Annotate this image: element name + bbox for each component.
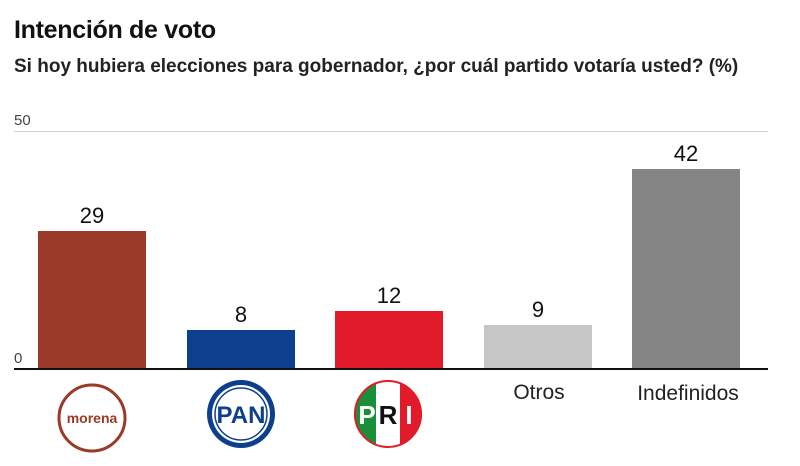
y-tick-max: 50 (14, 112, 31, 129)
morena-logo-text: morena (67, 410, 118, 426)
value-label-indefinidos: 42 (673, 141, 699, 166)
pri-logo-letter-i: I (405, 400, 412, 430)
chart-subtitle: Si hoy hubiera elecciones para gobernado… (14, 56, 739, 77)
morena-logo-ring (57, 383, 127, 453)
category-label-otros: Otros (513, 381, 565, 404)
bar-otros (484, 325, 592, 368)
pri-logo-letter-r: R (379, 400, 398, 430)
pri-logo-ring (354, 380, 422, 448)
pan-logo-inner (212, 385, 270, 443)
value-label-otros: 9 (531, 297, 545, 322)
bar-morena (38, 231, 146, 368)
x-axis-baseline (14, 368, 768, 370)
gridline-max (14, 131, 768, 132)
value-label-morena: 29 (79, 203, 105, 228)
chart-title: Intención de voto (14, 16, 216, 44)
value-label-pri: 12 (376, 283, 402, 308)
bar-indefinidos (632, 169, 740, 368)
pri-logo-letter-p: P (358, 400, 375, 430)
y-tick-zero: 0 (14, 350, 23, 367)
bar-pan (187, 330, 295, 368)
bar-pri (335, 311, 443, 368)
pri-logo: P R I (354, 380, 422, 448)
pan-logo-text: PAN (217, 402, 266, 429)
pan-logo-ring (214, 387, 268, 441)
pan-logo: PAN (207, 380, 275, 448)
category-label-indefinidos: Indefinidos (637, 382, 739, 405)
value-label-pan: 8 (234, 302, 248, 327)
morena-logo: morena (57, 383, 127, 453)
pri-logo-white (376, 380, 400, 448)
